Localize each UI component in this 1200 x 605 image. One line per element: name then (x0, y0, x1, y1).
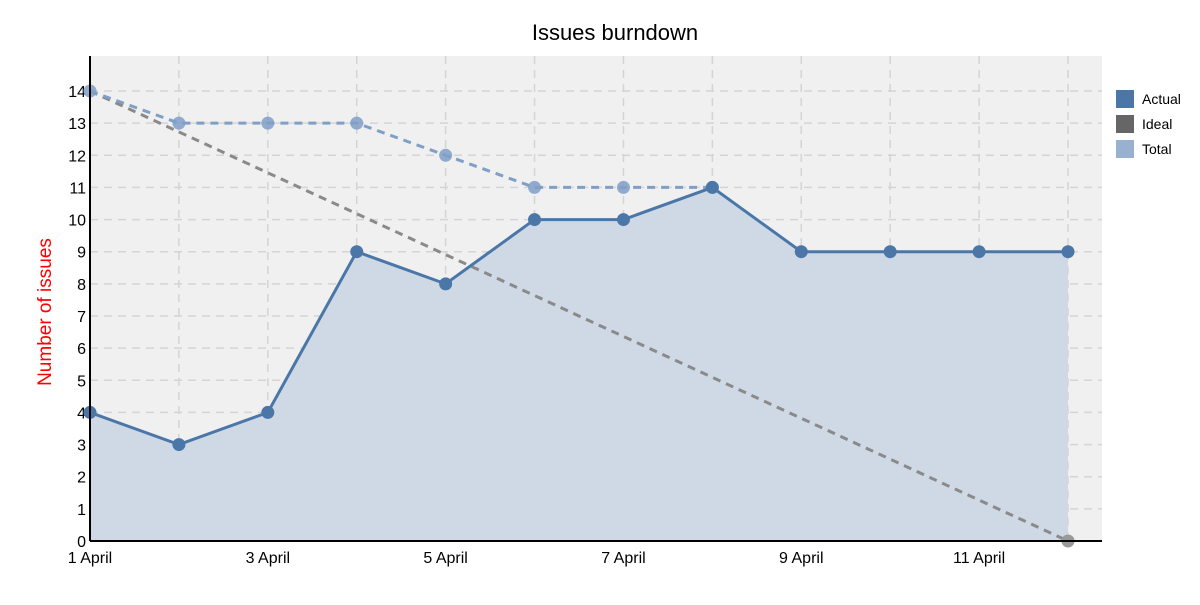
total-point[interactable] (439, 148, 453, 162)
total-point[interactable] (528, 180, 542, 194)
y-tick-label: 5 (77, 373, 86, 390)
y-tick-label: 11 (69, 180, 86, 197)
y-tick-label: 2 (77, 470, 86, 487)
y-tick-label: 0 (77, 534, 86, 551)
legend-swatch-actual (1116, 89, 1134, 108)
y-tick-label: 6 (77, 341, 86, 358)
y-tick-label: 12 (68, 148, 86, 165)
legend-swatch-total (1116, 139, 1134, 158)
legend-item-ideal[interactable]: Ideal (1116, 111, 1181, 136)
total-point[interactable] (261, 116, 275, 130)
actual-point[interactable] (794, 245, 808, 259)
legend-item-total[interactable]: Total (1116, 136, 1181, 161)
actual-point[interactable] (883, 245, 897, 259)
actual-area-fill (90, 187, 1068, 541)
x-axis-ticks: 1 April 3 April 5 April 7 April 9 April 11 Ap… (68, 550, 1005, 567)
actual-point[interactable] (1061, 245, 1075, 259)
chart-title: Issues burndown (531, 20, 699, 45)
total-point[interactable] (172, 116, 186, 130)
legend: Actual Ideal Total (1116, 86, 1181, 161)
y-axis-label: Number of issues (35, 238, 56, 386)
x-tick-label: 11 April (953, 550, 1005, 567)
actual-point[interactable] (350, 245, 364, 259)
actual-point[interactable] (172, 438, 186, 452)
actual-point[interactable] (616, 213, 630, 227)
y-tick-label: 1 (77, 502, 86, 519)
ideal-line (89, 89, 1069, 543)
total-point[interactable] (616, 180, 630, 194)
total-point[interactable] (350, 116, 364, 130)
actual-point[interactable] (705, 180, 719, 194)
total-line (89, 89, 713, 189)
y-tick-label: 4 (77, 405, 86, 422)
x-tick-label: 7 April (601, 550, 645, 567)
y-tick-label: 3 (77, 438, 86, 455)
y-tick-label: 8 (77, 277, 86, 294)
x-tick-label: 5 April (423, 550, 467, 567)
x-tick-label: 3 April (246, 550, 290, 567)
legend-swatch-ideal (1116, 114, 1134, 133)
legend-label: Actual (1142, 90, 1181, 107)
y-tick-label: 14 (68, 84, 86, 101)
legend-label: Ideal (1142, 115, 1173, 132)
y-tick-label: 7 (77, 309, 86, 326)
x-tick-label: 9 April (779, 550, 823, 567)
y-tick-label: 9 (77, 245, 86, 262)
y-tick-label: 13 (68, 116, 86, 133)
actual-point[interactable] (439, 277, 453, 291)
y-tick-label: 10 (68, 213, 86, 230)
x-tick-label: 1 April (68, 550, 112, 567)
actual-point[interactable] (261, 405, 275, 419)
actual-point[interactable] (528, 213, 542, 227)
actual-line (89, 185, 1068, 447)
legend-label: Total (1142, 140, 1172, 157)
legend-item-actual[interactable]: Actual (1116, 86, 1181, 111)
actual-point[interactable] (972, 245, 986, 259)
